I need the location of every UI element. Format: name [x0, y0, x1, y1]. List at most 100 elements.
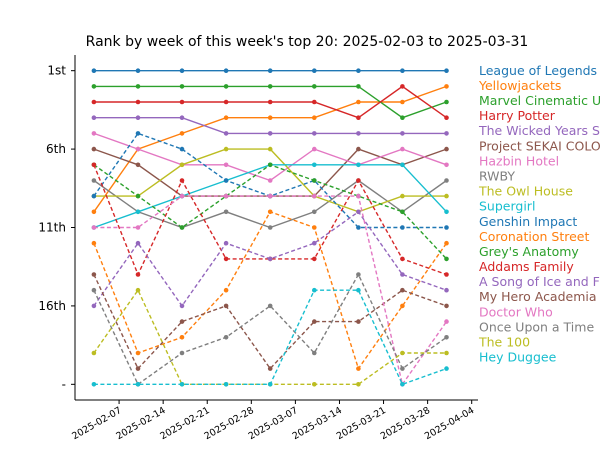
data-point: [312, 382, 317, 387]
data-point: [444, 350, 449, 356]
data-point: [312, 209, 317, 215]
y-tick-label: 1st: [47, 64, 66, 78]
data-point: [312, 256, 317, 262]
data-point: [223, 68, 229, 73]
data-point: [179, 131, 185, 136]
data-point: [91, 287, 97, 293]
data-point: [135, 225, 141, 230]
data-point: [223, 162, 229, 168]
data-point: [400, 382, 405, 387]
data-point: [135, 193, 141, 199]
series-13: [91, 162, 449, 277]
series-label: Harry Potter: [479, 108, 556, 123]
data-point: [179, 382, 185, 387]
series-label: Addams Family: [479, 259, 574, 274]
series-label: Project SEKAI COLORFUL STAGE: [479, 138, 600, 153]
data-point: [356, 178, 361, 183]
data-point: [223, 382, 229, 387]
data-point: [444, 193, 449, 199]
series-label: Supergirl: [479, 199, 535, 214]
data-point: [444, 146, 449, 152]
series-11: [91, 209, 449, 371]
data-point: [267, 366, 273, 371]
series-label: The Owl House: [478, 184, 573, 199]
data-point: [179, 193, 185, 199]
y-tick-label: 11th: [38, 221, 66, 235]
series-label: A Song of Ice and Fire: [479, 274, 600, 289]
series-line: [93, 274, 447, 370]
data-point: [91, 272, 97, 277]
series-label: Yellowjackets: [478, 78, 561, 93]
data-point: [223, 131, 229, 136]
series-18: [91, 287, 449, 387]
data-point: [267, 146, 273, 152]
data-point: [267, 99, 273, 105]
data-point: [91, 99, 97, 105]
data-point: [267, 256, 273, 262]
data-point: [400, 131, 405, 136]
data-point: [400, 366, 405, 371]
data-point: [444, 162, 449, 168]
data-point: [400, 225, 405, 230]
data-point: [135, 366, 141, 371]
data-point: [400, 115, 405, 120]
data-point: [91, 350, 97, 356]
data-point: [400, 84, 405, 89]
series-3: [91, 84, 449, 120]
data-point: [312, 287, 317, 293]
data-point: [91, 240, 97, 246]
data-point: [444, 335, 449, 340]
series-2: [91, 84, 449, 120]
data-point: [400, 287, 405, 293]
series-label: Doctor Who: [479, 304, 553, 319]
data-point: [223, 240, 229, 246]
data-point: [179, 178, 185, 183]
data-point: [400, 350, 405, 356]
data-point: [91, 146, 97, 152]
series-label: Grey's Anatomy: [479, 244, 579, 259]
data-point: [312, 240, 317, 246]
data-point: [223, 146, 229, 152]
chart-title: Rank by week of this week's top 20: 2025…: [86, 34, 529, 50]
data-point: [179, 115, 185, 120]
data-point: [312, 319, 317, 324]
data-point: [135, 209, 141, 215]
data-point: [400, 162, 405, 168]
data-point: [444, 287, 449, 293]
data-point: [267, 193, 273, 199]
series-label: Hazbin Hotel: [479, 153, 559, 168]
data-point: [91, 84, 97, 89]
data-point: [312, 193, 317, 199]
data-point: [444, 99, 449, 105]
data-point: [91, 68, 97, 73]
data-point: [356, 382, 361, 387]
data-point: [91, 225, 97, 230]
data-point: [267, 209, 273, 215]
data-point: [135, 84, 141, 89]
data-point: [179, 146, 185, 152]
data-point: [356, 209, 361, 215]
data-point: [356, 68, 361, 73]
data-point: [444, 240, 449, 246]
data-point: [91, 115, 97, 120]
data-point: [356, 84, 361, 89]
data-point: [400, 272, 405, 277]
series-line: [93, 210, 448, 371]
data-point: [135, 287, 141, 293]
data-point: [91, 162, 97, 168]
series-19: [91, 287, 449, 387]
data-point: [356, 272, 361, 277]
data-point: [312, 115, 317, 120]
series-6: [91, 131, 449, 183]
data-point: [312, 350, 317, 356]
data-point: [312, 131, 317, 136]
series-line: [93, 272, 447, 386]
series-label: My Hero Academia: [479, 289, 597, 304]
data-point: [400, 209, 405, 215]
data-point: [267, 303, 273, 309]
data-point: [135, 146, 141, 152]
data-point: [312, 178, 317, 183]
data-point: [267, 178, 273, 183]
data-point: [267, 84, 273, 89]
